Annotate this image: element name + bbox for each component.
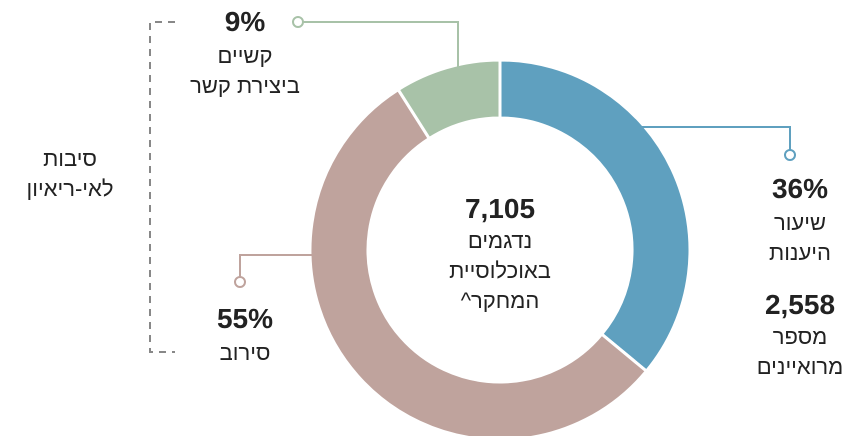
leader-line [640, 126, 791, 150]
center-text: נדגמים באוכלוסיית המחקר^ [449, 228, 551, 313]
donut-segment [308, 87, 649, 436]
value-label: 36% [771, 173, 829, 204]
value-label: 9% [224, 6, 266, 37]
center-number: 7,105 [464, 193, 536, 224]
donut-segment [396, 58, 502, 141]
value-label: 55% [216, 303, 274, 334]
category-label: שיעור היענות [769, 210, 831, 265]
category-label: קשיים ביצירת קשר [190, 43, 300, 98]
leader-line [239, 254, 315, 277]
leader-dot [292, 16, 304, 28]
leader-dot [784, 149, 796, 161]
side-number: 2,558 [764, 289, 836, 320]
side-text: מספר מרואיינים [756, 324, 844, 379]
leader-dot [234, 276, 246, 288]
bracket [149, 21, 175, 353]
donut-segment [498, 58, 692, 374]
category-label: סירוב [219, 340, 271, 365]
bracket-text: סיבות לאי-ריאיון [26, 146, 114, 201]
leader-line [303, 21, 459, 68]
